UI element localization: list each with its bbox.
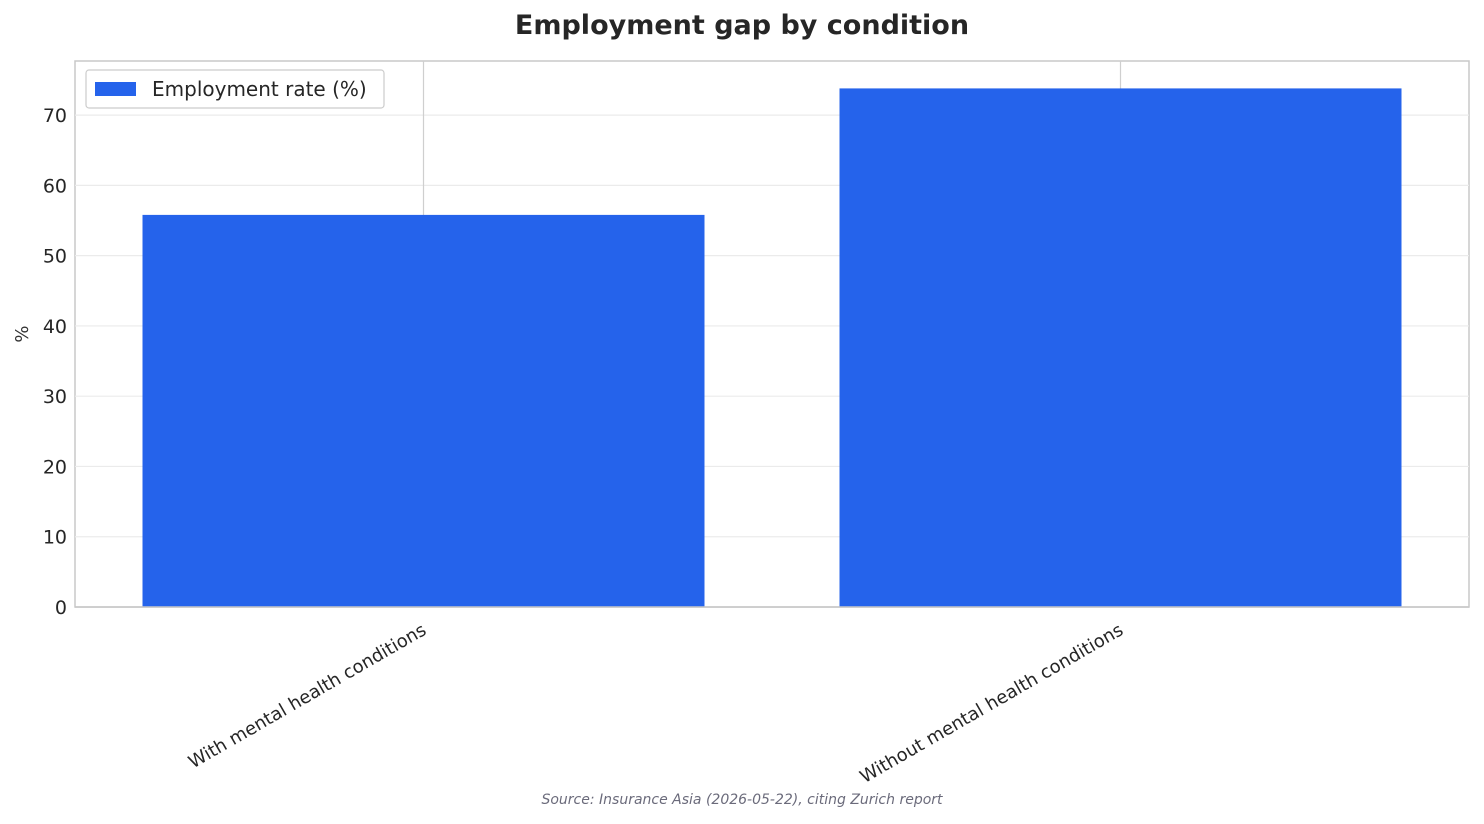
bar [839,88,1402,608]
y-tick-label: 40 [43,316,67,338]
x-tick-label: With mental health conditions [185,620,430,774]
y-axis-title: % [12,325,33,342]
x-tick-label: Without mental health conditions [857,620,1127,788]
source-note: Source: Insurance Asia (2026-05-22), cit… [541,792,943,808]
legend: Employment rate (%) [85,69,385,109]
y-tick-label: 70 [43,105,67,127]
y-tick-label: 30 [43,386,67,408]
legend-box [85,69,385,109]
legend-swatch [95,82,136,96]
y-tick-label: 10 [43,527,67,549]
y-tick-label: 0 [55,597,67,619]
y-tick-label: 50 [43,246,67,268]
legend-label: Employment rate (%) [152,77,367,101]
chart-title: Employment gap by condition [514,10,970,41]
y-tick-label: 60 [43,175,67,197]
y-tick-label: 20 [43,456,67,478]
bar [142,214,705,607]
